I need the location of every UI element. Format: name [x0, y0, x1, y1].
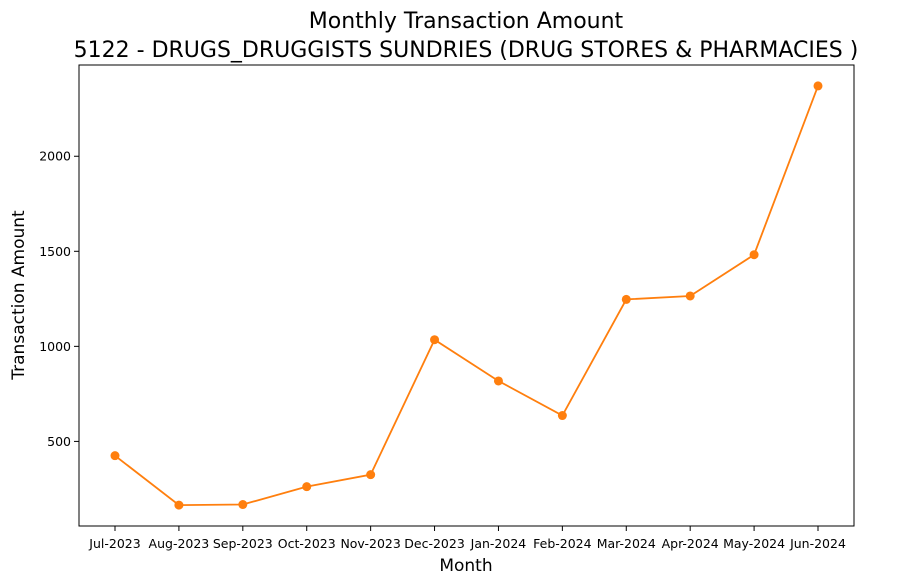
data-point — [238, 500, 248, 510]
x-tick-label: Jun-2024 — [789, 536, 846, 551]
data-point — [813, 81, 823, 91]
x-tick-label: Apr-2024 — [662, 536, 719, 551]
x-tick-label: Dec-2023 — [404, 536, 465, 551]
y-axis-label: Transaction Amount — [9, 210, 29, 381]
x-tick-label: Oct-2023 — [278, 536, 336, 551]
y-tick-label: 1000 — [39, 339, 71, 354]
series-layer — [110, 81, 823, 510]
x-tick-label: Mar-2024 — [597, 536, 656, 551]
chart-title: Monthly Transaction Amount — [309, 9, 624, 34]
x-tick-label: Feb-2024 — [533, 536, 592, 551]
x-tick-label: Aug-2023 — [149, 536, 210, 551]
data-point — [493, 376, 503, 386]
data-point — [749, 250, 759, 260]
data-point — [110, 451, 120, 461]
y-axis: 500 1000 1500 2000 — [39, 149, 79, 449]
data-point — [557, 411, 567, 421]
x-axis-label: Month — [439, 556, 492, 576]
data-point — [621, 294, 631, 304]
x-tick-label: Jan-2024 — [470, 536, 527, 551]
data-point — [366, 470, 376, 480]
series-line — [114, 85, 819, 506]
x-axis: Jul-2023 Aug-2023 Sep-2023 Oct-2023 Nov-2023… — [88, 526, 846, 551]
x-tick-label: Nov-2023 — [340, 536, 400, 551]
x-tick-label: Sep-2023 — [213, 536, 273, 551]
y-tick-label: 1500 — [39, 244, 71, 259]
data-point — [430, 335, 440, 345]
plot-area — [78, 64, 855, 527]
data-point — [685, 291, 695, 301]
x-tick-label: May-2024 — [723, 536, 785, 551]
y-tick-label: 500 — [47, 434, 71, 449]
chart-subtitle: 5122 - DRUGS_DRUGGISTS SUNDRIES (DRUG ST… — [74, 38, 859, 63]
data-point — [174, 500, 184, 510]
x-tick-label: Jul-2023 — [88, 536, 140, 551]
data-point — [302, 482, 312, 492]
y-tick-label: 2000 — [39, 149, 71, 164]
